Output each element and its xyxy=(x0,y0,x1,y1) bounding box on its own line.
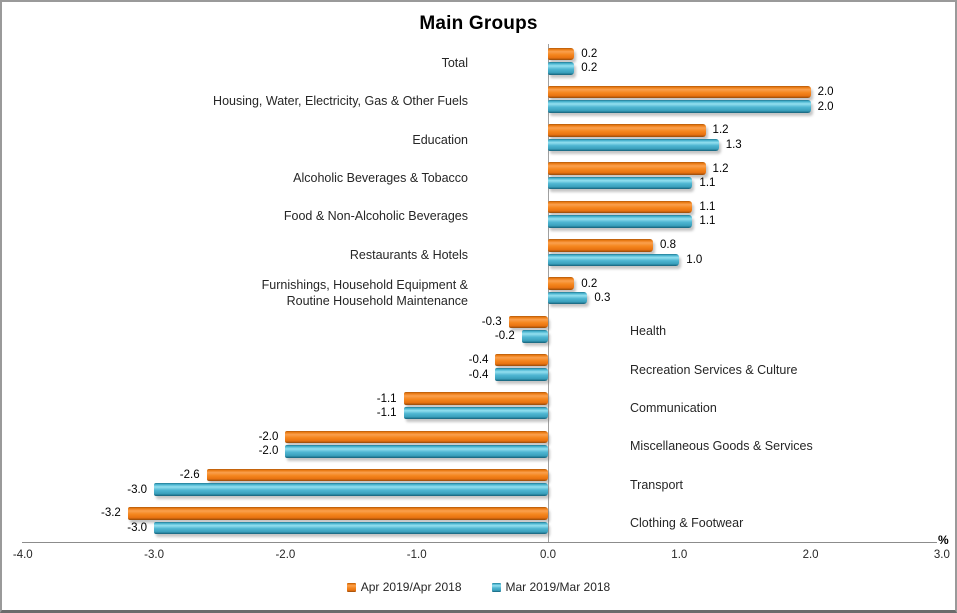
bar-apr xyxy=(127,507,548,520)
bar-apr xyxy=(548,162,706,175)
legend-item-apr: Apr 2019/Apr 2018 xyxy=(346,580,462,594)
value-label: -3.0 xyxy=(127,521,148,534)
bar-apr xyxy=(285,430,548,444)
category-label: Recreation Services & Culture xyxy=(630,362,798,377)
value-label: 0.2 xyxy=(581,62,598,75)
bar-mar xyxy=(495,368,548,381)
legend-swatch-apr-icon xyxy=(346,582,356,592)
bar-apr xyxy=(548,85,811,99)
value-label: -0.4 xyxy=(468,368,489,381)
value-label: -2.0 xyxy=(258,430,279,443)
bar-apr xyxy=(403,392,548,405)
value-label: -1.1 xyxy=(376,392,397,405)
value-label: 1.3 xyxy=(725,138,742,151)
value-label: 1.0 xyxy=(686,253,703,266)
value-label: 0.8 xyxy=(660,239,677,252)
x-tick-label: 1.0 xyxy=(671,549,688,561)
bar-mar xyxy=(548,62,575,75)
x-tick-label: 0.0 xyxy=(540,549,556,561)
value-label: 0.3 xyxy=(594,292,611,305)
category-label: Communication xyxy=(630,400,717,415)
bar-mar xyxy=(403,406,548,420)
value-label: -2.0 xyxy=(258,445,279,458)
chart-title: Main Groups xyxy=(419,13,538,34)
value-label: 1.1 xyxy=(699,215,716,228)
bar-mar xyxy=(548,100,811,113)
bar-apr xyxy=(548,200,693,214)
value-label: -0.2 xyxy=(494,330,515,343)
bar-mar xyxy=(548,215,693,228)
bar-mar xyxy=(521,330,548,343)
category-label: Transport xyxy=(630,477,684,492)
value-label: 1.2 xyxy=(712,124,729,137)
value-label: -3.2 xyxy=(101,507,121,520)
x-tick-label: -1.0 xyxy=(406,549,427,561)
bar-apr xyxy=(206,468,548,482)
bar-mar xyxy=(548,176,693,190)
legend-label-mar: Mar 2019/Mar 2018 xyxy=(505,580,611,594)
bar-mar xyxy=(154,483,548,496)
value-label: 1.2 xyxy=(712,162,729,175)
value-label: 1.1 xyxy=(699,177,716,190)
value-label: 0.2 xyxy=(581,277,598,290)
category-label: Furnishings, Household Equipment & Routi… xyxy=(261,278,468,308)
legend-item-mar: Mar 2019/Mar 2018 xyxy=(491,580,611,594)
value-label: 2.0 xyxy=(817,86,834,99)
legend-label-apr: Apr 2019/Apr 2018 xyxy=(360,580,462,594)
value-label: -0.3 xyxy=(481,315,502,328)
legend: Apr 2019/Apr 2018 Mar 2019/Mar 2018 xyxy=(2,580,955,594)
value-label: -2.6 xyxy=(179,469,200,482)
x-tick-label: 2.0 xyxy=(802,549,819,561)
value-label: 1.1 xyxy=(699,200,716,213)
value-label: -0.4 xyxy=(468,354,489,367)
bar-mar xyxy=(154,521,548,535)
x-tick-label: -3.0 xyxy=(144,549,165,561)
category-label: Health xyxy=(630,324,667,339)
category-label: Education xyxy=(412,132,468,147)
x-axis-line xyxy=(22,542,937,543)
value-label: -3.0 xyxy=(127,483,148,496)
x-tick-label: -2.0 xyxy=(275,549,296,561)
bar-mar xyxy=(548,253,680,267)
x-tick-label: -4.0 xyxy=(12,549,33,561)
bar-mar xyxy=(548,291,588,305)
bar-mar xyxy=(285,445,548,458)
bar-apr xyxy=(548,124,706,137)
bar-apr xyxy=(495,353,548,367)
bar-apr xyxy=(548,239,654,252)
category-label: Total xyxy=(441,56,468,71)
x-tick-label: 3.0 xyxy=(933,549,950,561)
category-label: Clothing & Footwear xyxy=(630,515,744,530)
bar-apr xyxy=(548,277,575,290)
category-label: Miscellaneous Goods & Services xyxy=(630,439,813,454)
value-label: 2.0 xyxy=(817,100,834,113)
axis-unit-label: % xyxy=(938,533,949,547)
bar-apr xyxy=(508,315,548,329)
category-label: Food & Non-Alcoholic Beverages xyxy=(283,209,468,224)
bar-mar xyxy=(548,138,719,152)
value-label: 0.2 xyxy=(581,47,598,60)
bar-apr xyxy=(548,47,575,60)
category-label: Housing, Water, Electricity, Gas & Other… xyxy=(213,94,468,109)
category-label: Alcoholic Beverages & Tobacco xyxy=(293,171,468,186)
value-label: -1.1 xyxy=(376,407,397,420)
category-label: Restaurants & Hotels xyxy=(349,247,468,262)
legend-swatch-mar-icon xyxy=(491,582,501,592)
